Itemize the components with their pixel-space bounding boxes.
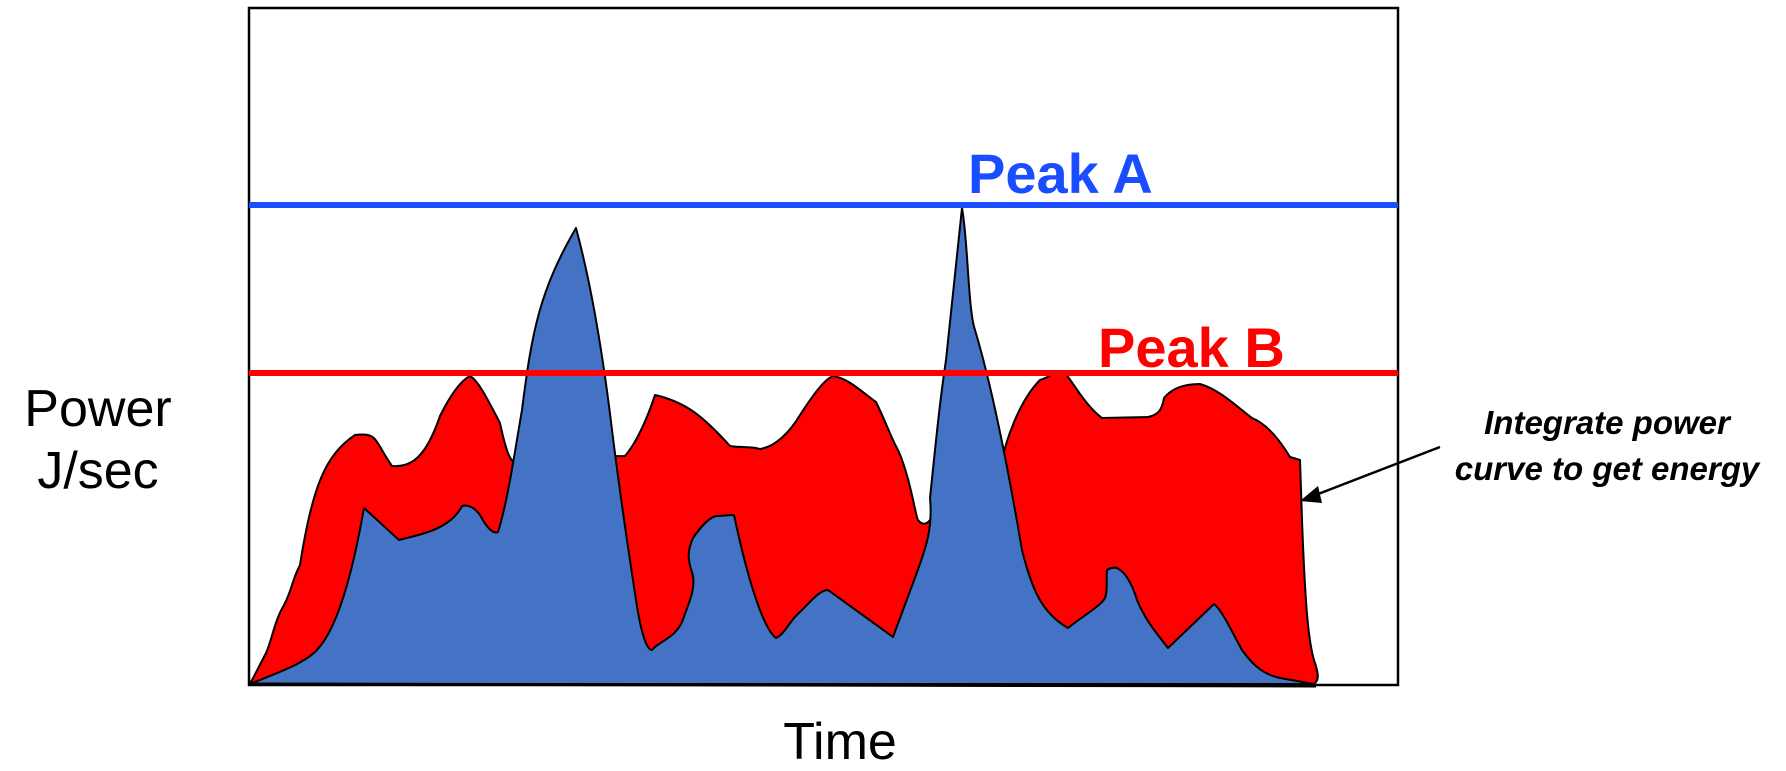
annotation-line1: Integrate power [1484, 404, 1730, 441]
y-axis-label: Power J/sec [8, 378, 188, 502]
power-curve-a [249, 207, 1315, 685]
y-axis-label-line2: J/sec [37, 442, 159, 500]
peak-b-label: Peak B [1098, 316, 1285, 379]
annotation-arrowhead [1300, 486, 1322, 503]
time-baseline [248, 682, 1317, 688]
peak-a-label: Peak A [968, 142, 1153, 205]
x-axis-label: Time [783, 713, 897, 771]
annotation-line2: curve to get energy [1454, 450, 1760, 487]
annotation-arrow-line [1312, 445, 1441, 498]
y-axis-label-line1: Power [24, 380, 172, 438]
integrate-annotation: Integrate power curve to get energy [1412, 400, 1786, 492]
